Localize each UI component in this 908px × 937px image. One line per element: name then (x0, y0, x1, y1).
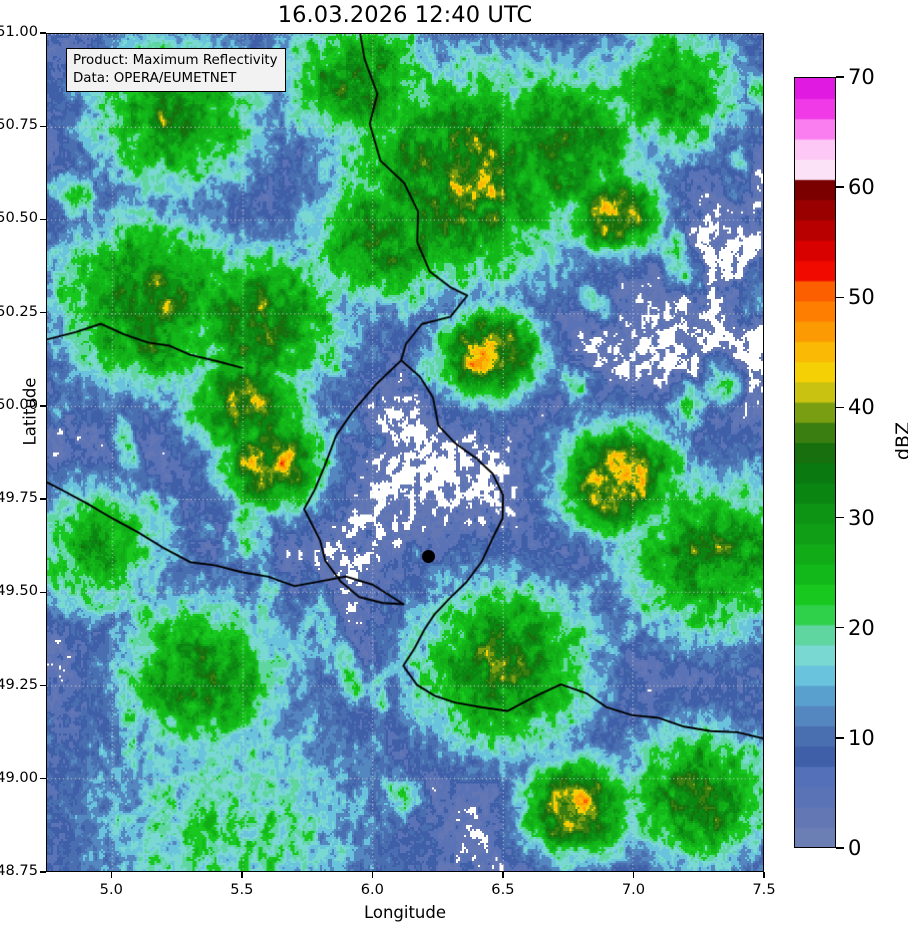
y-tick-label: 50.00 (0, 395, 38, 413)
y-tick-mark (40, 591, 46, 594)
colorbar-tick-mark (836, 406, 844, 409)
y-axis-label: Latitude (20, 377, 40, 446)
x-axis-label: Longitude (363, 903, 447, 922)
colorbar[interactable] (794, 77, 836, 848)
y-tick-mark (40, 498, 46, 500)
x-tick-label: 5.5 (230, 881, 254, 898)
colorbar-tick-label: 30 (848, 505, 875, 530)
colorbar-tick-label: 10 (848, 725, 875, 750)
x-tick-mark (110, 872, 112, 878)
colorbar-label: dBZ (892, 421, 908, 461)
colorbar-tick-mark (836, 296, 844, 298)
y-tick-label: 49.25 (0, 675, 38, 693)
colorbar-gradient (794, 77, 836, 848)
y-tick-label: 49.50 (0, 582, 38, 600)
colorbar-tick-label: 0 (848, 836, 862, 860)
colorbar-tick-mark (836, 516, 844, 519)
x-tick-label: 7.0 (621, 881, 646, 898)
y-tick-label: 50.75 (0, 116, 38, 134)
colorbar-tick-label: 40 (848, 395, 875, 420)
x-tick-label: 5.0 (99, 881, 123, 898)
colorbar-tick-label: 50 (848, 285, 875, 310)
colorbar-tick-mark (836, 847, 844, 849)
x-tick-mark (502, 872, 504, 878)
y-tick-mark (40, 125, 46, 127)
y-tick-label: 48.75 (0, 862, 38, 879)
colorbar-tick-mark (836, 627, 844, 629)
colorbar-tick-label: 60 (848, 175, 875, 200)
y-tick-mark (40, 218, 46, 221)
x-tick-mark (371, 872, 374, 878)
colorbar-tick-mark (836, 186, 844, 188)
info-product-line: Product: Maximum Reflectivity (73, 53, 278, 68)
y-tick-mark (40, 405, 46, 407)
colorbar-tick-label: 20 (848, 615, 875, 640)
info-box: Product: Maximum Reflectivity Data: OPER… (66, 48, 286, 93)
colorbar-tick-mark (836, 76, 844, 78)
y-tick-mark (40, 778, 46, 780)
y-tick-label: 50.25 (0, 302, 38, 320)
info-data-line: Data: OPERA/EUMETNET (73, 70, 237, 86)
x-tick-mark (632, 872, 635, 878)
y-tick-mark (40, 684, 46, 687)
radar-site-marker (421, 549, 435, 563)
x-tick-mark (241, 872, 243, 878)
y-tick-label: 49.00 (0, 768, 38, 786)
map-plot-area[interactable]: Product: Maximum Reflectivity Data: OPER… (46, 33, 764, 872)
y-tick-label: 51.00 (0, 23, 38, 40)
y-tick-mark (40, 32, 46, 34)
colorbar-tick-mark (836, 737, 844, 739)
y-tick-mark (40, 871, 46, 873)
y-tick-label: 49.75 (0, 489, 38, 507)
y-tick-mark (40, 311, 46, 314)
country-borders (47, 34, 763, 871)
x-tick-label: 6.0 (360, 881, 384, 898)
x-tick-label: 7.5 (752, 881, 776, 898)
x-tick-mark (763, 872, 765, 878)
x-tick-label: 6.5 (491, 881, 515, 898)
y-tick-label: 50.50 (0, 209, 38, 227)
page-title: 16.03.2026 12:40 UTC (277, 2, 533, 28)
colorbar-tick-label: 70 (848, 65, 875, 89)
